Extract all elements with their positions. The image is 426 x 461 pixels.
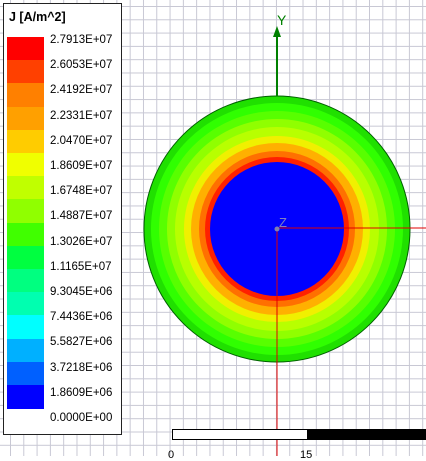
legend-swatch <box>7 245 44 270</box>
legend-swatch <box>7 222 44 247</box>
color-legend[interactable]: J [A/m^2] 2.7913E+07 2.6053E+07 2.4192E+07… <box>3 3 122 435</box>
legend-swatch <box>7 315 44 339</box>
legend-value-label: 2.0470E+07 <box>50 134 113 147</box>
scale-bar-fill <box>307 430 426 439</box>
z-axis-origin-icon <box>274 226 280 232</box>
legend-value-label: 5.5827E+06 <box>50 336 113 349</box>
legend-title: J [A/m^2] <box>9 10 66 24</box>
legend-swatch <box>7 292 44 316</box>
legend-value-label: 1.8609E+06 <box>50 386 113 399</box>
legend-swatch <box>7 385 44 409</box>
legend-swatch <box>7 60 44 84</box>
legend-value-label: 2.2331E+07 <box>50 109 113 122</box>
legend-value-label: 0.0000E+00 <box>50 412 113 424</box>
legend-value-label: 3.7218E+06 <box>50 361 113 374</box>
legend-swatch <box>7 338 44 363</box>
legend-swatch <box>7 361 44 386</box>
legend-swatch <box>7 129 44 154</box>
legend-value-label: 2.4192E+07 <box>50 84 113 97</box>
legend-value-label: 1.3026E+07 <box>50 235 113 248</box>
legend-value-label: 2.7913E+07 <box>50 34 113 46</box>
scale-label-start: 0 <box>168 449 175 461</box>
scale-bar <box>172 429 426 440</box>
y-axis-label: Y <box>277 12 287 28</box>
legend-value-label: 1.6748E+07 <box>50 185 113 198</box>
legend-value-label: 1.8609E+07 <box>50 160 113 172</box>
legend-swatch <box>7 106 44 131</box>
scale-label-end: 15 <box>300 449 313 461</box>
legend-value-label: 1.4887E+07 <box>50 210 113 223</box>
legend-value-label: 1.1165E+07 <box>50 260 112 273</box>
legend-value-label: 9.3045E+06 <box>50 286 113 298</box>
legend-swatch <box>7 176 44 200</box>
legend-swatch <box>7 37 44 61</box>
legend-swatch <box>7 269 44 293</box>
legend-value-label: 2.6053E+07 <box>50 59 113 72</box>
z-axis-label: Z <box>279 215 287 230</box>
legend-swatch <box>7 83 44 107</box>
legend-swatch <box>7 153 44 177</box>
y-axis-arrowhead <box>273 26 281 37</box>
legend-value-label: 7.4436E+06 <box>50 311 113 324</box>
legend-swatch <box>7 199 44 223</box>
